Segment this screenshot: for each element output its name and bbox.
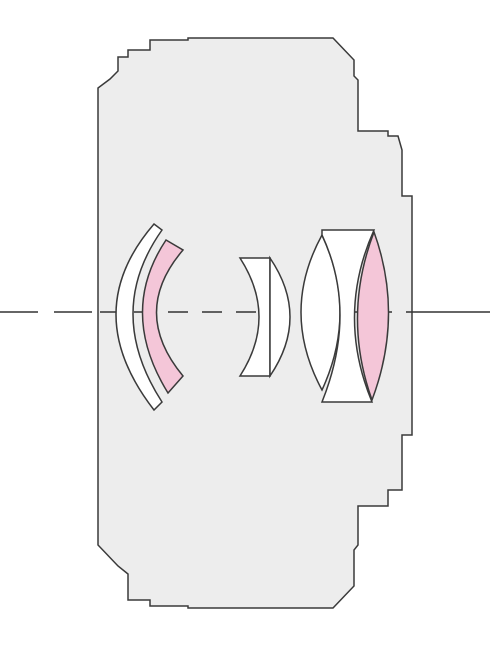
lens-element-1 xyxy=(115,222,164,412)
lens-element-2-special xyxy=(141,238,185,395)
lens-element-3 xyxy=(238,257,271,377)
lens-element-4 xyxy=(269,255,291,379)
lens-element-7-special xyxy=(356,229,390,403)
lens-barrel xyxy=(97,37,413,609)
lens-element-6 xyxy=(320,229,376,403)
